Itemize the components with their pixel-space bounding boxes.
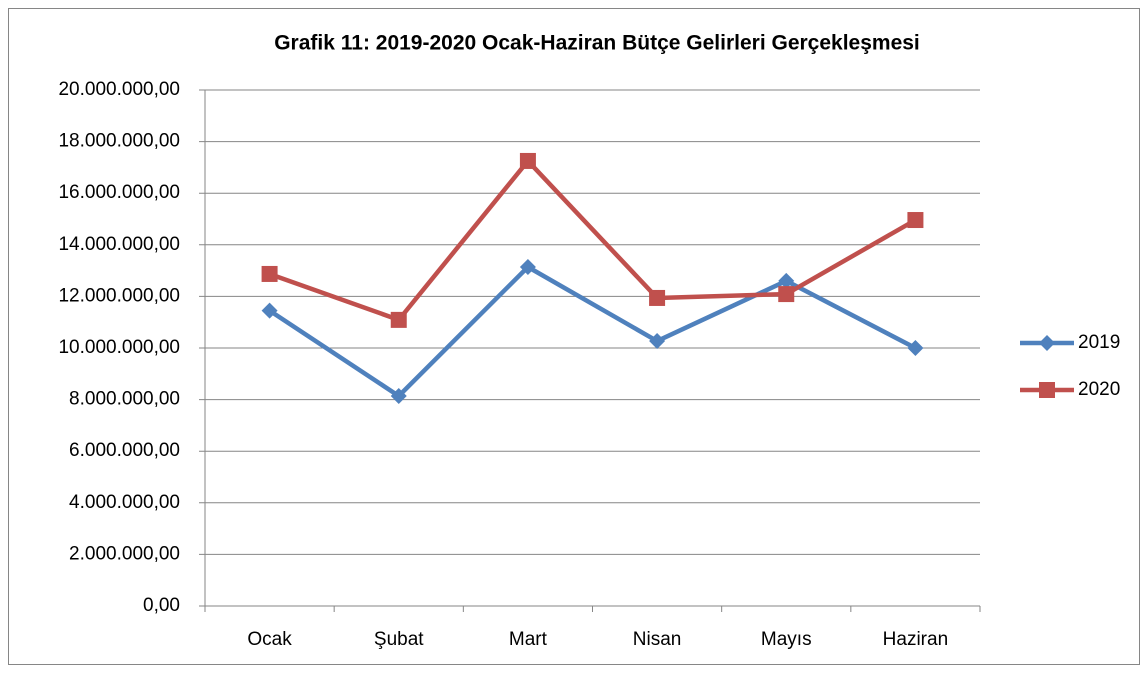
data-point (778, 272, 795, 289)
data-point (261, 302, 278, 319)
chart-frame (8, 8, 1140, 665)
data-point (649, 333, 666, 350)
data-point (390, 387, 407, 404)
y-tick-label: 14.000.000,00 (58, 234, 180, 255)
x-tick-label: Mayıs (761, 629, 812, 650)
y-tick-label: 0,00 (143, 595, 180, 616)
x-tick-label: Mart (509, 629, 548, 650)
data-point (907, 340, 924, 356)
y-tick-label: 16.000.000,00 (58, 182, 180, 203)
y-tick-label: 8.000.000,00 (69, 389, 180, 410)
y-tick-label: 6.000.000,00 (69, 440, 180, 461)
data-point (778, 286, 795, 303)
data-point (907, 212, 924, 229)
y-tick-label: 18.000.000,00 (58, 131, 180, 152)
legend-marker (1039, 382, 1055, 398)
y-tick-label: 20.000.000,00 (58, 79, 180, 100)
data-point (519, 258, 536, 275)
series-line (268, 264, 917, 399)
legend-label: 2020 (1078, 379, 1120, 400)
data-point (261, 265, 278, 282)
legend-marker (1039, 335, 1055, 351)
x-tick-label: Haziran (883, 629, 948, 650)
y-tick-label: 4.000.000,00 (69, 492, 180, 513)
x-tick-label: Ocak (247, 629, 292, 650)
data-point (649, 289, 666, 306)
y-tick-label: 2.000.000,00 (69, 543, 180, 564)
y-tick-label: 10.000.000,00 (58, 337, 180, 358)
data-point (519, 152, 536, 169)
y-tick-label: 12.000.000,00 (58, 285, 180, 306)
chart-title: Grafik 11: 2019-2020 Ocak-Haziran Bütçe … (274, 32, 920, 55)
x-tick-label: Şubat (374, 629, 424, 650)
x-tick-label: Nisan (633, 629, 682, 650)
legend-label: 2019 (1078, 332, 1120, 353)
data-point (390, 311, 407, 328)
series-line (268, 158, 917, 323)
